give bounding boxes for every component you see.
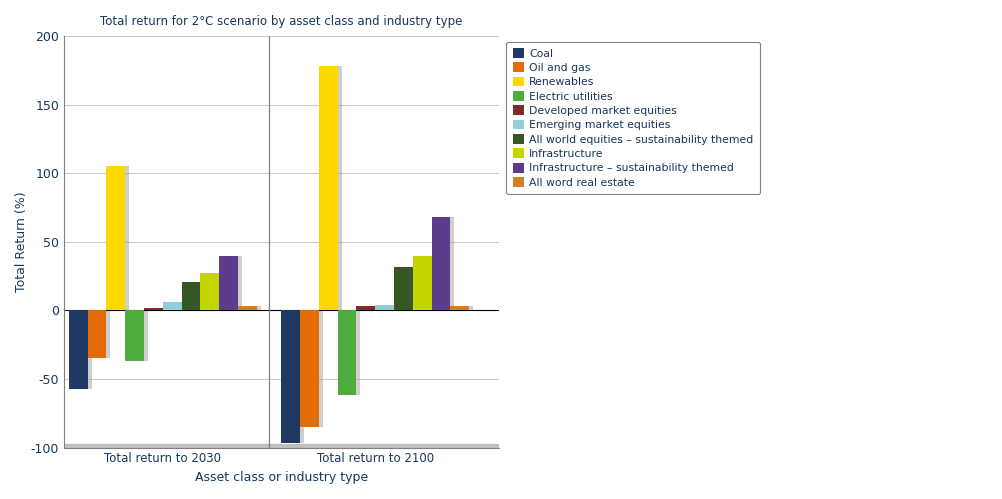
Bar — [223, 255, 241, 310]
Bar — [301, 310, 319, 427]
Bar — [319, 66, 338, 310]
Bar — [394, 266, 413, 310]
Bar — [338, 310, 357, 396]
Bar — [148, 308, 166, 310]
Bar — [181, 281, 200, 310]
Bar — [413, 255, 432, 310]
Bar — [88, 310, 106, 358]
Bar — [450, 306, 469, 310]
Bar — [144, 308, 162, 310]
Bar — [417, 255, 436, 310]
Y-axis label: Total Return (%): Total Return (%) — [15, 192, 28, 292]
Bar — [357, 306, 375, 310]
Bar — [204, 273, 223, 310]
Bar — [241, 306, 261, 310]
Bar — [436, 217, 454, 310]
Bar — [361, 306, 379, 310]
Bar — [166, 302, 185, 310]
Bar — [454, 306, 473, 310]
Bar — [432, 217, 450, 310]
Title: Total return for 2°C scenario by asset class and industry type: Total return for 2°C scenario by asset c… — [100, 15, 463, 28]
Bar — [91, 310, 110, 358]
Bar — [375, 305, 394, 310]
Bar — [282, 310, 301, 444]
Bar — [219, 255, 237, 310]
Bar — [398, 266, 417, 310]
X-axis label: Asset class or industry type: Asset class or industry type — [194, 471, 368, 484]
Bar — [125, 310, 144, 361]
Bar — [286, 310, 305, 444]
Bar — [379, 305, 398, 310]
Bar — [129, 310, 148, 361]
Bar — [106, 166, 125, 310]
Legend: Coal, Oil and gas, Renewables, Electric utilities, Developed market equities, Em: Coal, Oil and gas, Renewables, Electric … — [506, 41, 760, 194]
Bar — [69, 310, 88, 389]
Bar — [185, 281, 204, 310]
Bar — [323, 66, 342, 310]
Bar — [200, 273, 219, 310]
Bar — [237, 306, 257, 310]
Bar — [162, 302, 181, 310]
Bar — [305, 310, 323, 427]
Bar — [73, 310, 91, 389]
Bar — [342, 310, 361, 396]
Bar — [110, 166, 129, 310]
